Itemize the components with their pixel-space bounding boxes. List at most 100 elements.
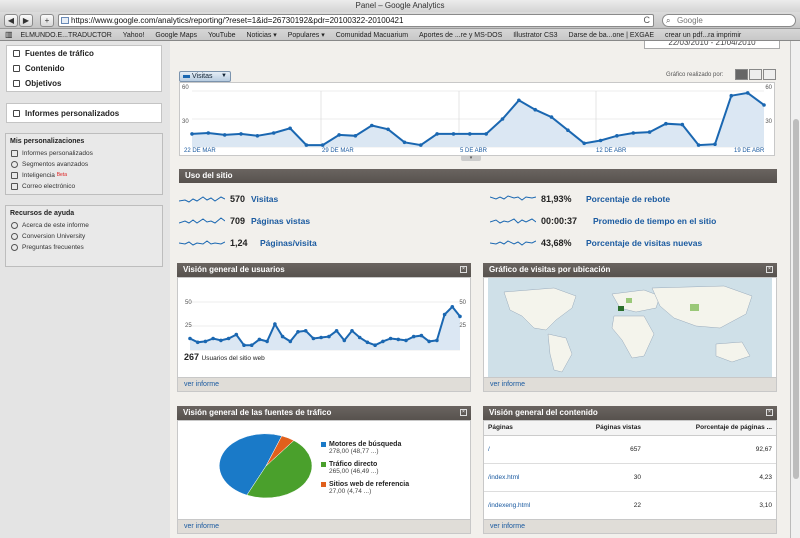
link-about-report[interactable]: Acerca de este informe [10, 220, 158, 231]
my-custom-heading: Mis personalizaciones [10, 138, 85, 145]
bookmark-item[interactable]: Comunidad Macuarium [335, 32, 409, 39]
my-custom-section: Mis personalizaciones Informes personali… [5, 133, 163, 195]
bookmark-item[interactable]: Illustrator CS3 [513, 32, 558, 39]
series-area [192, 92, 764, 147]
stat-link[interactable]: Visitas [251, 194, 279, 204]
stat-value: 81,93% [541, 194, 572, 204]
stat-link[interactable]: Porcentaje de visitas nuevas [586, 238, 703, 248]
sparkline-icon [490, 218, 536, 224]
scrollbar-thumb[interactable] [793, 119, 799, 479]
data-point [435, 132, 439, 136]
custom-reports-box[interactable]: Informes personalizados [6, 103, 162, 123]
stat-link[interactable]: Páginas/visita [260, 238, 317, 248]
close-icon[interactable]: × [766, 409, 773, 416]
data-point [353, 134, 358, 138]
nav-goals[interactable]: Objetivos [7, 76, 161, 91]
link-email[interactable]: Correo electrónico [10, 181, 158, 192]
bookmark-item[interactable]: Yahoo! [122, 32, 145, 39]
bookmark-item[interactable]: Darse de ba...one | EXGAE [568, 32, 655, 39]
data-point [288, 126, 292, 131]
bookmark-item[interactable]: ELMUNDO.E...TRADUCTOR [20, 32, 112, 39]
map-view-report-link[interactable]: ver informe [484, 377, 776, 391]
search-icon: ⌕ [666, 16, 671, 25]
data-point [419, 143, 423, 147]
site-usage-section: Uso del sitio 570000 Visitas 709 Páginas… [170, 169, 777, 263]
graph-mode-label: Gráfico realizado por: [666, 72, 724, 78]
users-view-report-link[interactable]: ver informe [178, 377, 470, 391]
link-conversion-university[interactable]: Conversion University [10, 231, 158, 242]
col-pageviews[interactable]: Páginas vistas [562, 421, 645, 436]
data-point [386, 127, 390, 132]
link-advanced-segments[interactable]: Segmentos avanzados [10, 159, 158, 170]
chart-resize-handle[interactable]: ▾ [461, 155, 481, 161]
address-bar[interactable]: https://www.google.com/analytics/reporti… [58, 14, 654, 27]
data-point [427, 339, 431, 344]
data-point [388, 336, 393, 341]
traffic-view-report-link[interactable]: ver informe [178, 519, 470, 533]
stat-link[interactable]: Promedio de tiempo en el sitio [593, 216, 717, 226]
content-view-report-link[interactable]: ver informe [484, 519, 776, 533]
bookmark-item[interactable]: Google Maps [155, 32, 198, 39]
cell-value: 30 [562, 463, 645, 492]
sparkline-icon [179, 196, 225, 203]
search-placeholder: Google [677, 16, 703, 25]
forward-button[interactable]: ▶ [19, 14, 33, 27]
data-point [680, 122, 685, 127]
page-scrollbar[interactable] [790, 41, 800, 538]
new-tab-button[interactable]: + [40, 14, 54, 27]
bookmark-item[interactable]: Aportes de ...re y MS-DOS [419, 32, 503, 39]
bookmarks-icon[interactable]: ▥ [5, 30, 13, 39]
world-map[interactable] [484, 278, 776, 378]
stat-link[interactable]: Porcentaje de rebote [586, 194, 671, 204]
close-icon[interactable]: × [460, 266, 467, 273]
series-area [190, 306, 460, 350]
data-point [419, 333, 424, 338]
stat-link[interactable]: Páginas vistas [251, 216, 311, 226]
nav-traffic-sources[interactable]: Fuentes de tráfico [7, 46, 161, 61]
col-pages[interactable]: Páginas [484, 421, 563, 436]
stat-avg-time: 00:00:37 Promedio de tiempo en el sitio [490, 214, 777, 228]
data-point [451, 132, 456, 136]
nav-custom-reports[interactable]: Informes personalizados [7, 104, 161, 124]
link-custom-reports[interactable]: Informes personalizados [10, 148, 158, 159]
data-point [442, 312, 447, 317]
data-point [303, 329, 308, 333]
graph-day-button[interactable] [735, 69, 748, 80]
page: Fuentes de tráfico Contenido Objetivos I… [0, 41, 790, 538]
close-icon[interactable]: × [766, 266, 773, 273]
sparkline-icon [490, 195, 536, 201]
search-input[interactable]: ⌕ Google [662, 14, 796, 27]
link-faq[interactable]: Preguntas frecuentes [10, 242, 158, 253]
bookmark-item[interactable]: Populares ▾ [287, 32, 325, 39]
link-intelligence[interactable]: Inteligencia Beta [10, 170, 158, 181]
bookmark-item[interactable]: Noticias ▾ [246, 32, 277, 39]
page-link[interactable]: /index.html [484, 463, 563, 492]
page-link[interactable]: / [484, 435, 563, 464]
stat-visits: 570000 Visitas [179, 192, 469, 206]
map-panel: ver informe [483, 277, 777, 392]
users-panel: 50 25 50 25 267 Usuarios del sitio web v… [177, 277, 471, 392]
back-button[interactable]: ◀ [4, 14, 18, 27]
data-point [273, 322, 277, 326]
col-percent[interactable]: Porcentaje de páginas ... [644, 421, 776, 436]
data-point [582, 141, 586, 146]
metric-selector[interactable]: Visitas ▼ [179, 71, 231, 82]
reload-icon[interactable]: C [643, 15, 651, 25]
bookmark-item[interactable]: crear un pdf...ra imprimir [664, 32, 742, 39]
url-toolbar: ◀ ▶ + https://www.google.com/analytics/r… [0, 12, 800, 29]
graph-week-button[interactable] [749, 69, 762, 80]
users-y-top: 50 [185, 300, 192, 306]
close-icon[interactable]: × [460, 409, 467, 416]
legend-swatch [321, 442, 326, 447]
date-range[interactable]: 22/03/2010 - 21/04/2010 [644, 41, 780, 49]
data-point [311, 336, 316, 341]
data-point [337, 133, 341, 137]
data-point [239, 132, 243, 136]
nav-content[interactable]: Contenido [7, 61, 161, 76]
stat-pages-per-visit: 1,24 Páginas/visita [179, 236, 469, 250]
data-point [762, 103, 766, 107]
page-link[interactable]: /indexeng.html [484, 491, 563, 520]
bookmark-item[interactable]: YouTube [207, 32, 236, 39]
site-usage-header: Uso del sitio [179, 169, 777, 183]
graph-month-button[interactable] [763, 69, 776, 80]
